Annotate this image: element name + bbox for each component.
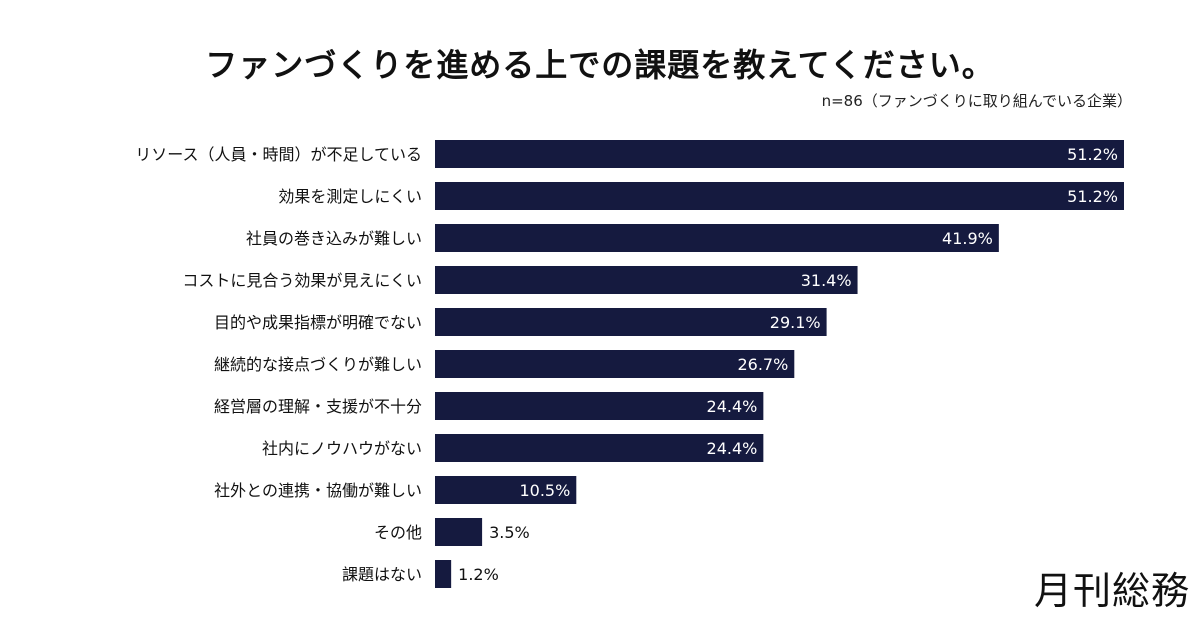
value-label: 51.2% bbox=[1067, 187, 1118, 206]
category-label: 効果を測定しにくい bbox=[278, 187, 422, 206]
category-label: 社内にノウハウがない bbox=[262, 439, 422, 458]
bar bbox=[435, 266, 858, 294]
value-label: 1.2% bbox=[458, 565, 499, 584]
category-label: 目的や成果指標が明確でない bbox=[214, 313, 422, 332]
category-label: 社員の巻き込みが難しい bbox=[246, 229, 422, 248]
value-label: 31.4% bbox=[801, 271, 852, 290]
bar bbox=[435, 476, 577, 504]
bar bbox=[435, 182, 1124, 210]
value-label: 24.4% bbox=[707, 439, 758, 458]
sample-note: n=86（ファンづくりに取り組んでいる企業） bbox=[821, 92, 1132, 110]
bar bbox=[435, 308, 827, 336]
bar bbox=[435, 350, 795, 378]
value-label: 26.7% bbox=[737, 355, 788, 374]
category-label: リソース（人員・時間）が不足している bbox=[135, 145, 422, 164]
category-label: コストに見合う効果が見えにくい bbox=[182, 271, 422, 290]
publisher-logo: 月刊総務 bbox=[1034, 569, 1191, 613]
category-label: その他 bbox=[374, 523, 422, 542]
chart-title: ファンづくりを進める上での課題を教えてください。 bbox=[205, 46, 995, 84]
category-label: 経営層の理解・支援が不十分 bbox=[214, 397, 422, 416]
value-label: 41.9% bbox=[942, 229, 993, 248]
value-label: 10.5% bbox=[519, 481, 570, 500]
category-label: 社外との連携・協働が難しい bbox=[214, 481, 422, 500]
bar bbox=[435, 224, 999, 252]
bar bbox=[435, 392, 764, 420]
bar bbox=[435, 140, 1124, 168]
value-label: 24.4% bbox=[707, 397, 758, 416]
bar bbox=[435, 518, 483, 546]
value-label: 51.2% bbox=[1067, 145, 1118, 164]
category-label: 課題はない bbox=[342, 565, 422, 584]
value-label: 29.1% bbox=[770, 313, 821, 332]
bar bbox=[435, 434, 764, 462]
bar bbox=[435, 560, 452, 588]
category-label: 継続的な接点づくりが難しい bbox=[214, 355, 422, 374]
value-label: 3.5% bbox=[489, 523, 530, 542]
